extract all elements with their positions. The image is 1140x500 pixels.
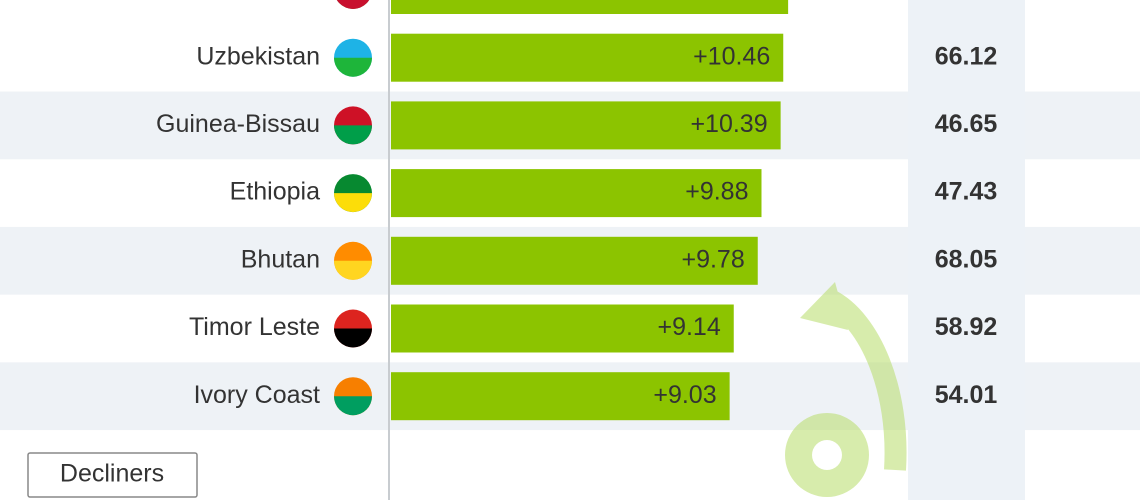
category-label: Bhutan [241,245,320,273]
flag-detail [334,328,372,348]
score-label: 46.65 [935,110,998,138]
bar [391,0,789,14]
bar [391,101,781,150]
flag-detail [334,396,372,416]
value-label: +9.14 [657,313,720,341]
value-label: +10.46 [693,42,770,70]
value-label: +9.03 [653,381,716,409]
bar [391,236,758,285]
bar [391,33,784,82]
score-label: 66.12 [935,42,998,70]
category-label: Timor Leste [189,313,320,341]
score-label: 68.05 [935,245,998,273]
growth-decoration [785,282,907,497]
button-label[interactable]: Decliners [60,460,164,488]
value-label: +10.39 [690,110,767,138]
decliners-button[interactable]: Decliners [27,452,198,498]
flag-detail [334,260,372,280]
category-label: Ethiopia [230,178,320,206]
flag-detail [336,0,370,9]
category-label: Uzbekistan [196,42,320,70]
category-label: The Gambia [182,0,320,3]
bar [391,169,762,218]
category-label: Ivory Coast [194,381,320,409]
score-column [908,0,1025,500]
score-label: 64.06 [935,0,998,3]
score-label: 47.43 [935,178,998,206]
value-label: +9.88 [685,178,748,206]
flag-detail [334,193,372,213]
flag-detail [334,125,372,145]
bar [391,372,730,421]
flag-detail [334,57,372,77]
category-label: Guinea-Bissau [156,110,320,138]
rows: The Gambia +10.59 64.06 Uzbekistan +10.46 66.… [156,0,998,421]
bar [391,304,734,353]
value-label: +10.59 [698,0,775,3]
value-label: +9.78 [681,245,744,273]
score-label: 58.92 [935,313,998,341]
score-label: 54.01 [935,381,998,409]
